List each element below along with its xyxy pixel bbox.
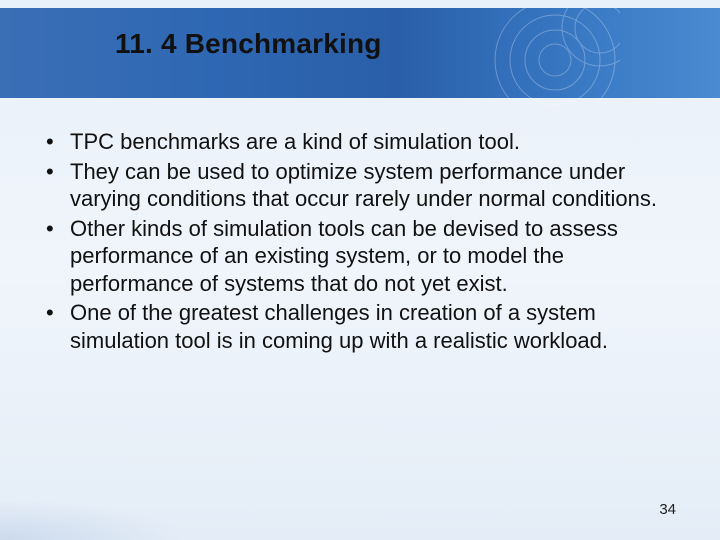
circles-svg [490, 8, 620, 106]
bullet-item: They can be used to optimize system perf… [36, 158, 680, 213]
bullet-text: TPC benchmarks are a kind of simulation … [70, 129, 520, 154]
bottom-left-vignette [0, 500, 190, 540]
bullet-list: TPC benchmarks are a kind of simulation … [36, 128, 680, 354]
bullet-text: They can be used to optimize system perf… [70, 159, 657, 212]
slide-title: 11. 4 Benchmarking [115, 28, 382, 60]
bullet-item: One of the greatest challenges in creati… [36, 299, 680, 354]
bullet-item: TPC benchmarks are a kind of simulation … [36, 128, 680, 156]
decorative-circles [490, 8, 620, 106]
slide-body: TPC benchmarks are a kind of simulation … [36, 128, 680, 356]
bullet-item: Other kinds of simulation tools can be d… [36, 215, 680, 298]
bullet-text: One of the greatest challenges in creati… [70, 300, 608, 353]
page-number: 34 [659, 501, 676, 518]
bullet-text: Other kinds of simulation tools can be d… [70, 216, 618, 296]
